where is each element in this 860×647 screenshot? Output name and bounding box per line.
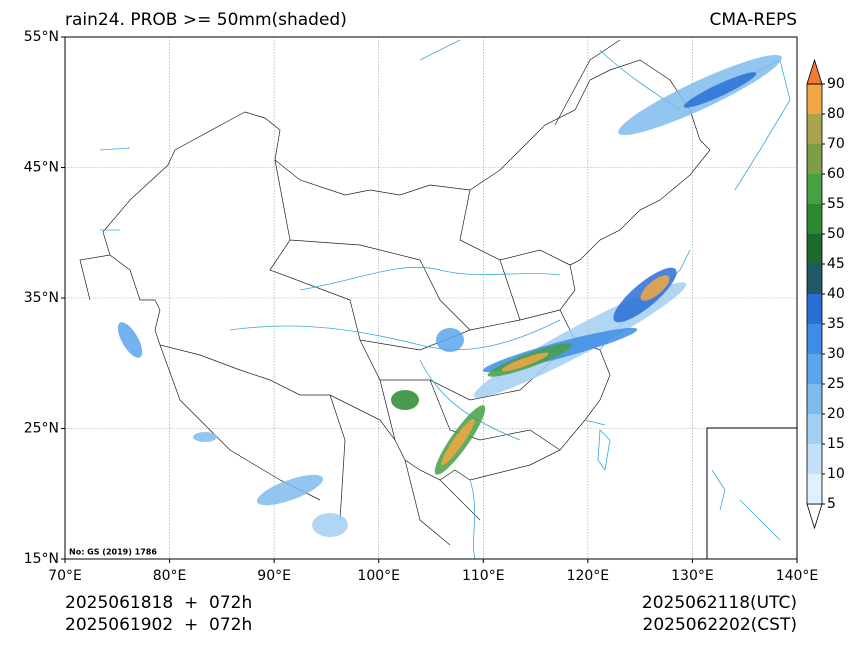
colorbar-label: 45 — [827, 256, 845, 272]
x-tick-label: 80°E — [153, 568, 187, 584]
x-tick-label: 70°E — [48, 568, 82, 584]
rivers — [229, 49, 681, 560]
colorbar-segment — [807, 324, 822, 354]
colorbar-segment — [807, 444, 822, 474]
colorbar-label: 35 — [827, 316, 845, 332]
colorbar-label: 25 — [827, 376, 845, 392]
colorbar-segment — [807, 474, 822, 504]
y-tick-label: 35°N — [24, 290, 59, 306]
rain-area — [256, 474, 324, 506]
inset-coastline — [711, 469, 781, 541]
rain-area — [441, 418, 475, 466]
init-time-cst: 2025061902 + 072h — [65, 615, 252, 635]
init-time-utc: 2025061818 + 072h — [65, 593, 252, 613]
rain-area — [312, 513, 348, 537]
colorbar-label: 15 — [827, 436, 845, 452]
colorbar-label: 20 — [827, 406, 845, 422]
rain-area — [436, 328, 464, 352]
colorbar-segment — [807, 204, 822, 234]
rain-area — [640, 275, 670, 301]
valid-time-utc: 2025062118(UTC) — [642, 593, 797, 613]
rain-area — [117, 322, 143, 358]
colorbar-segment — [807, 84, 822, 114]
x-tick-label: 140°E — [776, 568, 819, 584]
rain-area — [391, 390, 419, 410]
y-tick-label: 45°N — [24, 160, 59, 176]
colorbar-label: 10 — [827, 466, 845, 482]
colorbar-segment — [807, 414, 822, 444]
x-tick-label: 100°E — [357, 568, 400, 584]
title: rain24. PROB >= 50mm(shaded) — [65, 10, 347, 30]
colorbar-label: 40 — [827, 286, 845, 302]
colorbar-segment — [807, 114, 822, 144]
colorbar-segment — [807, 174, 822, 204]
colorbar-segment — [807, 234, 822, 264]
colorbar-over — [806, 58, 823, 85]
y-tick-label: 25°N — [24, 421, 59, 437]
x-tick-label: 120°E — [567, 568, 610, 584]
map-note: No: GS (2019) 1786 — [69, 548, 157, 557]
x-tick-label: 130°E — [671, 568, 714, 584]
x-tick-label: 90°E — [257, 568, 291, 584]
colorbar-label: 50 — [827, 226, 845, 242]
y-tick-label: 15°N — [24, 551, 59, 567]
valid-time-cst: 2025062202(CST) — [643, 615, 797, 635]
y-tick-label: 55°N — [24, 29, 59, 45]
rain-probability-shading — [117, 54, 782, 537]
colorbar-segment — [807, 144, 822, 174]
colorbar-label: 90 — [827, 76, 845, 92]
rain-area — [193, 432, 217, 442]
colorbar-label: 80 — [827, 106, 845, 122]
colorbar: 5 10 15 20 25 30 35 40 45 50 55 60 70 80 90 — [806, 58, 845, 530]
country-border — [102, 59, 711, 481]
colorbar-under — [806, 503, 823, 530]
colorbar-label: 30 — [827, 346, 845, 362]
rain-area — [501, 352, 549, 372]
colorbar-label: 55 — [827, 196, 845, 212]
colorbar-segment — [807, 264, 822, 294]
colorbar-segment — [807, 294, 822, 324]
colorbar-label: 60 — [827, 166, 845, 182]
colorbar-segment — [807, 354, 822, 384]
map-area: No: GS (2019) 1786 — [64, 36, 798, 560]
colorbar-label: 5 — [827, 496, 836, 512]
neighbor-borders — [79, 39, 621, 546]
colorbar-segment — [807, 384, 822, 414]
colorbar-label: 70 — [827, 136, 845, 152]
x-tick-label: 110°E — [462, 568, 505, 584]
inset-map — [706, 427, 798, 560]
rain-area — [683, 72, 757, 108]
source: CMA-REPS — [709, 10, 797, 30]
